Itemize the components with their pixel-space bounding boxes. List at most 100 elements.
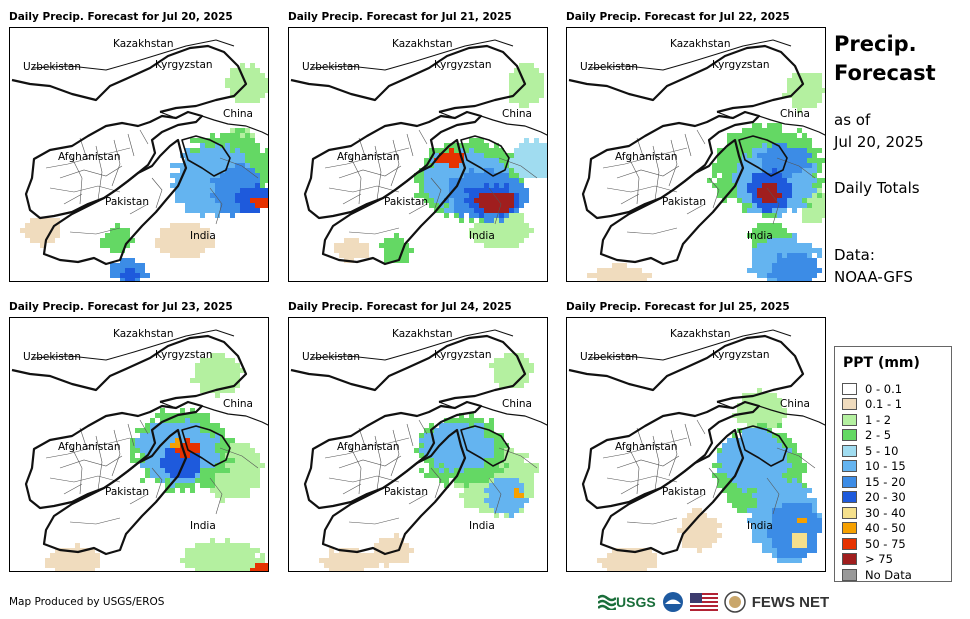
country-label-pakistan: Pakistan: [105, 196, 149, 208]
province-boundary: [684, 423, 692, 447]
country-label-kazakhstan: Kazakhstan: [670, 38, 731, 50]
side-title-line1: Precip.: [834, 32, 917, 56]
legend-label: 15 - 20: [865, 474, 906, 489]
province-boundary: [342, 483, 362, 495]
legend-label: 20 - 30: [865, 490, 906, 504]
country-label-kyrgyzstan: Kyrgyzstan: [155, 349, 213, 361]
country-label-china: China: [502, 108, 532, 120]
province-boundary: [111, 139, 121, 187]
panel-title-4: Daily Precip. Forecast for Jul 23, 2025: [9, 301, 233, 313]
logo-bar: USGS FEWS NET: [598, 590, 829, 614]
province-boundary: [430, 177, 442, 209]
precip-field: [45, 353, 268, 571]
country-label-afghanistan: Afghanistan: [337, 151, 400, 163]
province-boundary: [766, 477, 780, 515]
kazakhstan-border: [31, 329, 235, 361]
country-label-pakistan: Pakistan: [105, 486, 149, 498]
fewsnet-text: FEWS NET: [751, 593, 830, 611]
legend-label: 0 - 0.1: [865, 381, 903, 396]
province-boundary: [49, 475, 121, 483]
precip-field: [587, 73, 825, 281]
province-boundary: [626, 517, 678, 525]
country-label-uzbekistan: Uzbekistan: [302, 61, 360, 73]
province-boundary: [708, 467, 720, 499]
pakistan-border: [599, 428, 745, 556]
province-boundary: [602, 447, 648, 459]
legend-label: No Data: [865, 567, 912, 582]
usgs-wave-icon: [598, 594, 616, 610]
precip-map: [568, 329, 825, 571]
kashmir-border: [181, 425, 231, 467]
province-boundary: [348, 153, 362, 205]
province-boundary: [776, 157, 816, 179]
country-label-pakistan: Pakistan: [384, 196, 428, 208]
legend-label: 10 - 15: [865, 459, 906, 473]
country-label-china: China: [780, 398, 810, 410]
precip-map: [290, 329, 547, 571]
afghanistan-border: [24, 110, 204, 220]
province-boundary: [79, 137, 131, 157]
province-boundary: [418, 129, 428, 145]
province-boundary: [69, 153, 83, 205]
province-boundary: [636, 427, 688, 447]
central-asia-border: [568, 334, 805, 404]
map-panel-2: Kazakhstan Uzbekistan Kyrgyzstan China Afgha…: [288, 27, 548, 282]
credit: Map Produced by USGS/EROS: [9, 596, 165, 608]
legend-label: 1 - 2: [865, 412, 892, 427]
legend-row: 20 - 30: [842, 490, 906, 505]
country-label-china: China: [223, 398, 253, 410]
country-label-china: China: [780, 108, 810, 120]
legend-swatch: [842, 491, 857, 503]
legend-swatch: [842, 553, 857, 565]
province-boundary: [127, 423, 135, 447]
province-boundary: [696, 129, 706, 145]
kashmir-border: [181, 135, 231, 177]
province-boundary: [63, 193, 83, 205]
precip-map: [290, 39, 547, 266]
legend-swatch: [842, 506, 857, 519]
province-boundary: [696, 419, 706, 435]
legend-label: 50 - 75: [865, 536, 906, 551]
country-label-uzbekistan: Uzbekistan: [580, 61, 638, 73]
province-boundary: [348, 517, 400, 525]
province-boundary: [348, 227, 400, 235]
legend-row: 5 - 10: [842, 443, 898, 458]
province-boundary: [324, 447, 370, 459]
province-boundary: [408, 203, 428, 215]
province-boundary: [406, 133, 414, 157]
country-label-india: India: [190, 520, 216, 532]
central-asia-border: [11, 334, 248, 404]
country-label-kyrgyzstan: Kyrgyzstan: [155, 59, 213, 71]
kashmir-border: [738, 425, 788, 467]
country-label-kazakhstan: Kazakhstan: [113, 328, 174, 340]
legend-swatch: [842, 398, 857, 410]
pakistan-border: [42, 138, 188, 266]
country-label-kyrgyzstan: Kyrgyzstan: [434, 59, 492, 71]
kazakhstan-border: [310, 329, 514, 361]
legend-swatch: [842, 444, 857, 457]
map-panel-5: Kazakhstan Uzbekistan Kyrgyzstan China Afgha…: [288, 317, 548, 572]
province-boundary: [79, 427, 131, 447]
country-label-kyrgyzstan: Kyrgyzstan: [434, 349, 492, 361]
legend-row: 0 - 0.1: [842, 381, 902, 396]
province-boundary: [430, 467, 442, 499]
afghanistan-border: [581, 110, 761, 220]
map-panel-6: Kazakhstan Uzbekistan Kyrgyzstan China Afgha…: [566, 317, 826, 572]
legend-label: 5 - 10: [865, 443, 899, 458]
country-label-india: India: [469, 230, 495, 242]
usgs-text: USGS: [616, 594, 656, 610]
legend-row: 10 - 15: [842, 459, 906, 474]
province-boundary: [338, 455, 402, 469]
daily-totals: Daily Totals: [834, 179, 920, 197]
province-boundary: [209, 477, 223, 515]
legend-row: 0.1 - 1: [842, 397, 902, 412]
legend-row: 40 - 50: [842, 521, 906, 536]
legend-swatch: [842, 537, 857, 550]
legend-row: 2 - 5: [842, 428, 891, 443]
afghanistan-border: [581, 400, 761, 510]
legend-title: PPT (mm): [843, 355, 920, 371]
country-label-afghanistan: Afghanistan: [58, 441, 121, 453]
legend-row: > 75: [842, 552, 893, 567]
panel-title-5: Daily Precip. Forecast for Jul 24, 2025: [288, 301, 512, 313]
country-label-kazakhstan: Kazakhstan: [392, 328, 453, 340]
